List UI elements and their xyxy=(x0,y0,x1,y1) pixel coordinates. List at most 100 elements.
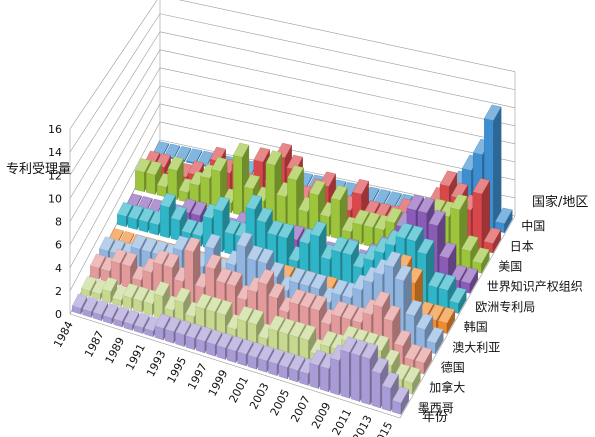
bar-top-face xyxy=(253,147,270,163)
bar-top-face xyxy=(205,253,222,270)
bar-top-face xyxy=(185,322,202,339)
bar-top-face xyxy=(352,209,370,226)
bar-top-face xyxy=(278,351,295,368)
bar-top-face xyxy=(184,237,201,253)
bar-top-face xyxy=(417,238,435,255)
bar xyxy=(101,277,118,304)
bar-top-face xyxy=(113,306,129,322)
bar-top-face xyxy=(384,251,402,268)
bar-top-face xyxy=(144,316,161,332)
bar-top-face xyxy=(299,291,317,308)
side-wall-gridline xyxy=(69,67,161,222)
bar-top-face xyxy=(101,277,118,292)
x-tick-label: 2011 xyxy=(330,407,355,437)
bar-top-face xyxy=(268,282,285,299)
bar-top-face xyxy=(205,296,222,313)
bar-top-face xyxy=(174,287,191,303)
bar-top-face xyxy=(170,205,187,221)
series-label: 欧洲专利局 xyxy=(475,299,535,314)
bar-top-face xyxy=(268,315,285,332)
bar-top-face xyxy=(213,196,230,212)
bar-top-face xyxy=(309,221,327,237)
x-tick-label: 2003 xyxy=(247,381,272,412)
bar-top-face xyxy=(268,348,285,365)
bar-top-face xyxy=(224,219,241,235)
bar-top-face xyxy=(381,371,399,389)
bar-top-face xyxy=(135,158,151,173)
bar-top-face xyxy=(237,338,254,355)
x-axis-title: 年份 xyxy=(422,410,448,425)
bar-top-face xyxy=(216,299,233,316)
bar-top-face xyxy=(72,293,88,309)
bar-top-face xyxy=(310,294,327,311)
bar xyxy=(392,386,410,416)
bar xyxy=(438,274,456,312)
bar-front-face xyxy=(160,204,170,239)
bar-top-face xyxy=(167,156,184,171)
bar-front-face xyxy=(135,170,145,192)
bar-top-face xyxy=(215,267,232,284)
bar-front-face xyxy=(361,356,371,406)
series-label: 德国 xyxy=(441,360,465,375)
bar-front-face xyxy=(342,252,352,286)
bar xyxy=(170,205,187,241)
bar-top-face xyxy=(330,185,348,201)
bar-top-face xyxy=(175,146,192,161)
bar-top-face xyxy=(406,225,424,242)
bar-top-face xyxy=(439,242,457,259)
side-wall-gridline xyxy=(69,13,161,153)
bar-top-face xyxy=(405,299,423,317)
series-label: 澳大利亚 xyxy=(452,340,500,354)
side-wall-gridline xyxy=(69,103,161,268)
bar-top-face xyxy=(257,268,275,285)
bar-top-face xyxy=(246,245,264,261)
bars xyxy=(72,104,513,416)
z-tick-label: 16 xyxy=(48,123,62,136)
bar-top-face xyxy=(195,293,212,310)
bar-top-face xyxy=(331,236,349,253)
bar-top-face xyxy=(127,205,144,220)
bar-top-face xyxy=(461,235,479,252)
bar-top-face xyxy=(195,326,212,342)
bar-top-face xyxy=(350,339,368,356)
bar-top-face xyxy=(427,271,446,288)
z-axis-title: 专利受理量 xyxy=(6,162,71,177)
bar-top-face xyxy=(159,192,176,208)
bar-front-face xyxy=(287,177,297,229)
x-tick-label: 1989 xyxy=(103,335,128,366)
bar-top-face xyxy=(310,273,327,290)
bar-top-face xyxy=(309,180,326,196)
bar-top-face xyxy=(152,249,169,265)
bar-top-face xyxy=(385,207,403,224)
z-tick-label: 10 xyxy=(48,192,62,205)
series-label: 墨西哥 xyxy=(418,401,454,415)
bar-top-face xyxy=(99,236,115,252)
bar-side-face xyxy=(493,106,502,231)
z-tick-label: 12 xyxy=(48,169,62,182)
bar-top-face xyxy=(403,366,421,384)
bar-top-face xyxy=(236,231,253,248)
bar-top-face xyxy=(383,305,401,322)
bar-top-face xyxy=(406,194,424,211)
bar-top-face xyxy=(320,330,337,347)
bar-top-face xyxy=(172,235,189,251)
series-label: 美国 xyxy=(498,260,522,274)
bar-top-face xyxy=(204,233,221,249)
z-tick-label: 6 xyxy=(55,239,62,252)
bar-top-face xyxy=(289,288,306,305)
bar-top-face xyxy=(138,207,155,223)
bar-top-face xyxy=(164,316,181,333)
bar-top-face xyxy=(341,303,359,321)
bar-top-face xyxy=(392,386,410,404)
bar-top-face xyxy=(417,197,435,214)
bar-front-face xyxy=(276,194,286,227)
bar-top-face xyxy=(393,329,411,347)
x-tick-label: 2015 xyxy=(371,420,396,437)
bar-top-face xyxy=(289,267,306,284)
bar xyxy=(72,293,88,315)
x-tick-label: 1993 xyxy=(144,348,169,379)
bar-front-face xyxy=(340,349,350,399)
bar-top-face xyxy=(82,296,98,312)
bar-top-face xyxy=(154,313,171,329)
